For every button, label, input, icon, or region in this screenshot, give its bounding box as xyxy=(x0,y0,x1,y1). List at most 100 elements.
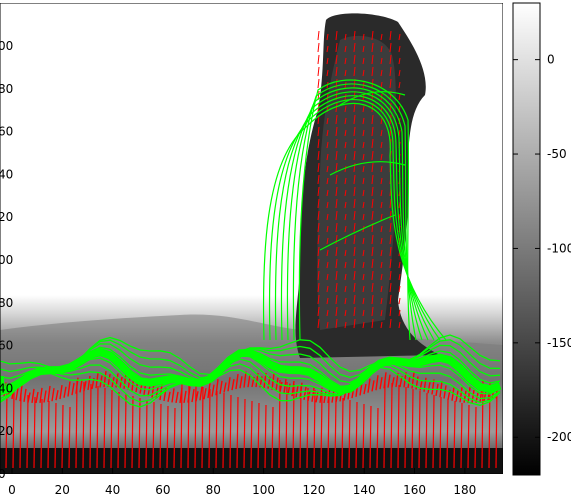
vector-arrow xyxy=(371,30,374,41)
vector-arrow xyxy=(83,380,87,392)
vector-arrow xyxy=(344,273,347,281)
vector-arrow xyxy=(344,141,347,149)
vector-arrow xyxy=(371,138,374,149)
vector-arrow xyxy=(39,387,43,403)
vector-arrow xyxy=(344,153,347,161)
vector-arrow xyxy=(390,382,393,469)
vector-arrow xyxy=(326,201,329,209)
vector-arrow xyxy=(398,81,401,89)
vector-arrow xyxy=(317,294,320,305)
vector-arrow xyxy=(326,285,329,293)
vector-arrow xyxy=(344,321,347,329)
vector-arrow xyxy=(371,282,374,293)
vector-arrow xyxy=(155,386,159,399)
vector-arrow xyxy=(371,198,374,209)
vector-arrow xyxy=(380,225,383,233)
contour-line xyxy=(286,87,423,341)
vector-arrow xyxy=(23,388,27,403)
vector-arrow xyxy=(12,390,15,469)
vector-arrow xyxy=(250,400,253,469)
vector-arrow xyxy=(380,213,383,221)
vector-arrow xyxy=(380,153,383,161)
vector-arrow xyxy=(398,93,401,101)
vector-arrow xyxy=(75,379,78,469)
vector-arrow xyxy=(203,388,207,400)
vector-arrow xyxy=(335,66,338,77)
vector-arrow xyxy=(380,129,383,137)
vector-arrow xyxy=(353,306,356,317)
vector-arrow xyxy=(219,380,223,394)
vector-arrow xyxy=(89,383,92,469)
contour-line xyxy=(268,98,441,341)
vector-arrow xyxy=(317,234,320,245)
vector-arrow xyxy=(453,400,456,469)
vector-arrow xyxy=(467,404,470,469)
vector-arrow xyxy=(362,249,365,257)
vector-arrow xyxy=(423,377,427,392)
vector-arrow xyxy=(344,105,347,113)
vector-arrow xyxy=(389,234,392,245)
vector-arrow xyxy=(303,386,307,400)
vector-arrow xyxy=(353,66,356,77)
vector-arrow xyxy=(460,402,463,469)
plot-area xyxy=(0,3,503,474)
vector-arrow xyxy=(271,373,275,390)
vector-arrow xyxy=(389,258,392,269)
vector-arrow xyxy=(483,390,487,402)
vector-arrow xyxy=(187,386,191,403)
x-tick-label: 20 xyxy=(55,483,70,497)
vector-arrow xyxy=(306,387,309,469)
vector-arrow xyxy=(344,57,347,65)
vector-arrow xyxy=(380,45,383,53)
vector-arrow xyxy=(275,377,279,391)
vector-arrow xyxy=(344,189,347,197)
vector-arrow xyxy=(335,114,338,125)
vector-arrow xyxy=(326,177,329,185)
x-tick-label: 140 xyxy=(353,483,376,497)
vector-arrow xyxy=(353,126,356,137)
vector-arrow xyxy=(344,201,347,209)
vector-arrow xyxy=(380,141,383,149)
vector-arrow xyxy=(215,390,218,469)
contour-line xyxy=(319,214,396,251)
vector-arrow xyxy=(335,270,338,281)
colorbar-tick-label: 0 xyxy=(547,53,555,67)
vector-arrow xyxy=(353,282,356,293)
vector-arrow xyxy=(353,294,356,305)
vector-arrow xyxy=(215,379,219,396)
vector-arrow xyxy=(59,384,63,400)
vector-arrow xyxy=(257,402,260,469)
vector-arrow xyxy=(67,381,71,397)
y-tick-label: 80 xyxy=(0,296,13,310)
y-tick-label: 60 xyxy=(0,125,13,139)
vector-arrow xyxy=(326,249,329,257)
vector-arrow xyxy=(380,117,383,125)
vector-arrow xyxy=(326,237,329,245)
vector-arrow xyxy=(389,246,392,257)
vector-arrow xyxy=(380,261,383,269)
vector-arrow xyxy=(371,318,374,329)
vector-arrow xyxy=(418,390,421,469)
vector-arrow xyxy=(371,380,375,392)
vector-arrow xyxy=(326,273,329,281)
vector-arrow xyxy=(307,390,311,402)
vector-arrow xyxy=(124,393,127,469)
vector-arrow xyxy=(239,376,243,389)
vector-arrow xyxy=(317,198,320,209)
vector-arrow xyxy=(317,246,320,257)
vector-arrow xyxy=(285,381,288,469)
vector-arrow xyxy=(131,395,134,469)
vector-arrow xyxy=(362,45,365,53)
vector-arrow xyxy=(439,396,442,469)
vector-arrow xyxy=(398,45,401,53)
vector-arrow xyxy=(278,379,281,469)
vector-arrow xyxy=(371,270,374,281)
vector-arrow xyxy=(353,30,356,41)
vector-arrow xyxy=(119,376,123,389)
vector-arrow xyxy=(103,387,106,469)
vector-arrow xyxy=(323,390,327,404)
vector-arrow xyxy=(389,282,392,293)
vector-arrow xyxy=(344,33,347,41)
vector-arrow xyxy=(326,141,329,149)
colorbar: 0 -50 -100 -150 -200 xyxy=(512,2,571,476)
